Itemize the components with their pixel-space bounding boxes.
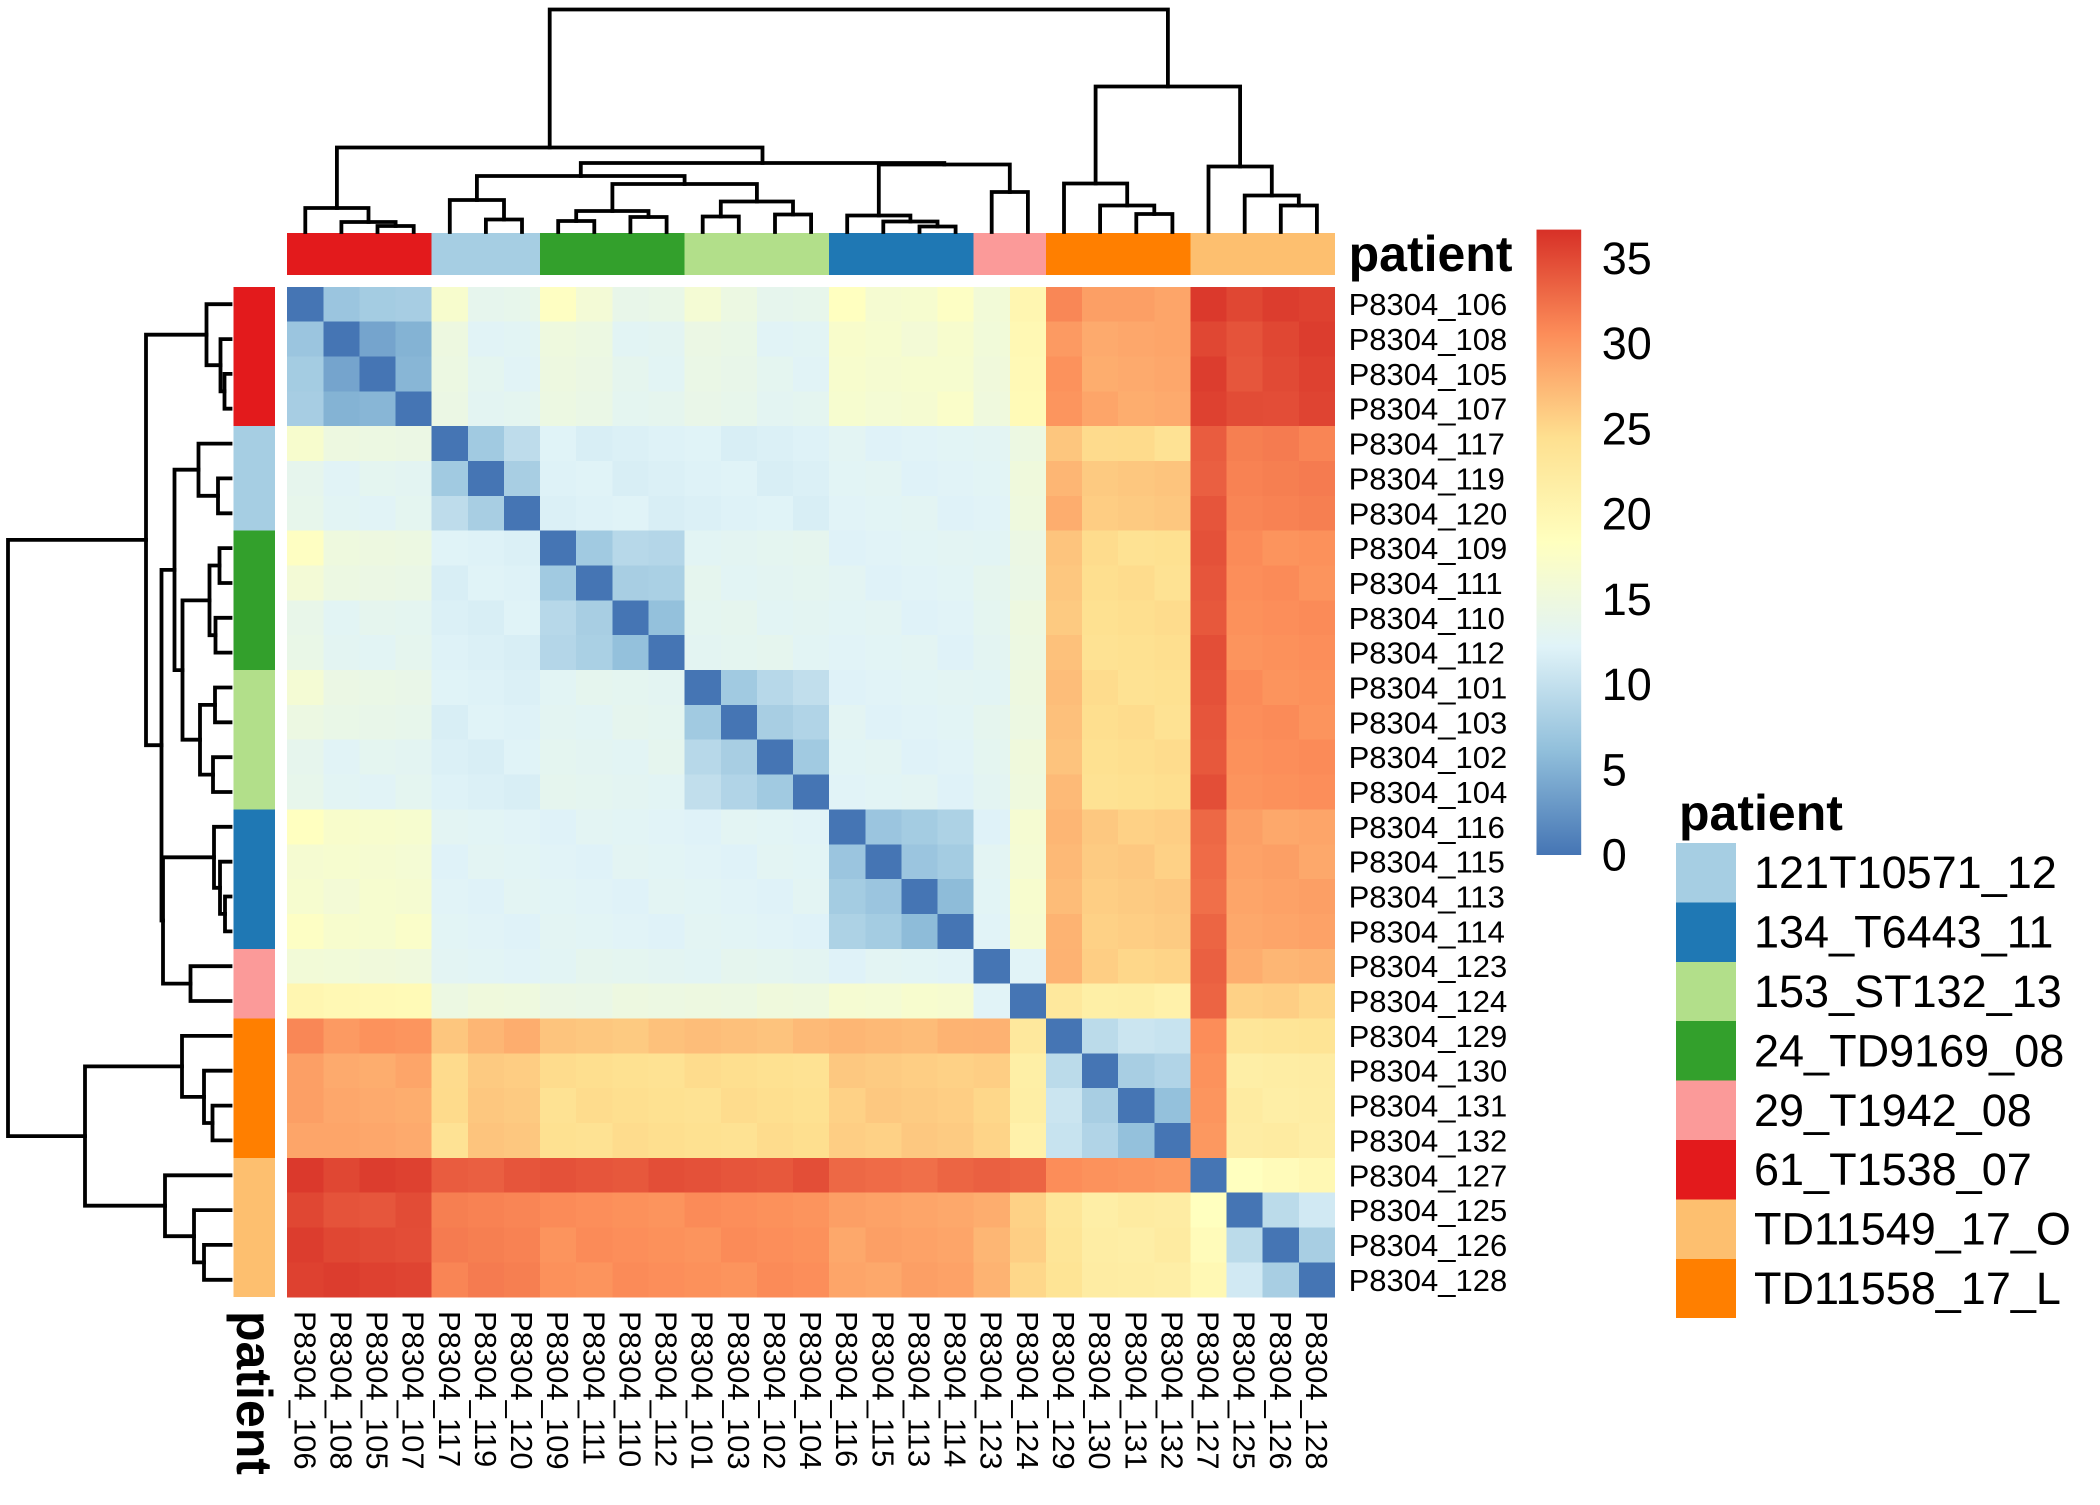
svg-text:P8304_130: P8304_130 (1349, 1054, 1508, 1089)
svg-text:P8304_109: P8304_109 (1349, 531, 1508, 566)
svg-text:patient: patient (226, 1311, 282, 1475)
svg-text:P8304_125: P8304_125 (1349, 1193, 1508, 1228)
svg-text:P8304_132: P8304_132 (1349, 1123, 1508, 1158)
svg-text:P8304_113: P8304_113 (1349, 880, 1505, 915)
svg-text:P8304_106: P8304_106 (287, 1311, 322, 1470)
svg-text:P8304_101: P8304_101 (685, 1311, 720, 1470)
svg-text:P8304_115: P8304_115 (865, 1311, 900, 1467)
svg-text:P8304_126: P8304_126 (1349, 1228, 1508, 1263)
svg-text:P8304_101: P8304_101 (1349, 671, 1508, 706)
svg-text:P8304_102: P8304_102 (1349, 740, 1508, 775)
svg-text:P8304_124: P8304_124 (1349, 984, 1508, 1019)
svg-text:P8304_107: P8304_107 (396, 1311, 431, 1470)
svg-text:P8304_123: P8304_123 (1349, 949, 1508, 984)
svg-text:P8304_102: P8304_102 (757, 1311, 792, 1470)
svg-text:P8304_111: P8304_111 (1349, 566, 1503, 601)
svg-text:P8304_112: P8304_112 (649, 1311, 684, 1467)
svg-text:134_T6443_11: 134_T6443_11 (1754, 907, 2053, 958)
svg-text:P8304_110: P8304_110 (612, 1311, 647, 1467)
svg-text:15: 15 (1602, 574, 1652, 625)
svg-text:P8304_128: P8304_128 (1299, 1311, 1334, 1470)
svg-text:25: 25 (1602, 403, 1652, 454)
svg-text:P8304_127: P8304_127 (1349, 1158, 1508, 1193)
svg-text:P8304_113: P8304_113 (902, 1311, 937, 1467)
svg-text:10: 10 (1602, 659, 1652, 710)
svg-text:TD11549_17_O: TD11549_17_O (1754, 1204, 2071, 1255)
svg-text:patient: patient (1349, 226, 1513, 282)
svg-text:P8304_116: P8304_116 (829, 1311, 864, 1467)
svg-text:30: 30 (1602, 318, 1652, 369)
svg-text:P8304_125: P8304_125 (1227, 1311, 1262, 1470)
svg-text:P8304_120: P8304_120 (1349, 496, 1508, 531)
svg-text:35: 35 (1602, 233, 1652, 284)
svg-text:TD11558_17_L: TD11558_17_L (1754, 1263, 2061, 1314)
svg-text:P8304_103: P8304_103 (721, 1311, 756, 1470)
svg-text:5: 5 (1602, 744, 1627, 795)
svg-text:P8304_123: P8304_123 (974, 1311, 1009, 1470)
svg-text:P8304_129: P8304_129 (1349, 1019, 1508, 1054)
svg-text:P8304_114: P8304_114 (1349, 914, 1505, 949)
svg-text:P8304_105: P8304_105 (360, 1311, 395, 1470)
svg-text:P8304_119: P8304_119 (1349, 461, 1505, 496)
svg-text:P8304_106: P8304_106 (1349, 287, 1508, 322)
svg-text:P8304_115: P8304_115 (1349, 845, 1505, 880)
svg-text:P8304_131: P8304_131 (1349, 1089, 1508, 1124)
svg-text:24_TD9169_08: 24_TD9169_08 (1754, 1025, 2064, 1076)
svg-text:P8304_109: P8304_109 (540, 1311, 575, 1470)
svg-text:121T10571_12: 121T10571_12 (1754, 847, 2057, 898)
svg-text:0: 0 (1602, 830, 1627, 881)
svg-text:P8304_128: P8304_128 (1349, 1263, 1508, 1298)
svg-text:P8304_120: P8304_120 (504, 1311, 539, 1470)
svg-text:P8304_131: P8304_131 (1118, 1311, 1153, 1470)
svg-text:29_T1942_08: 29_T1942_08 (1754, 1085, 2032, 1136)
svg-text:P8304_126: P8304_126 (1263, 1311, 1298, 1470)
svg-text:P8304_104: P8304_104 (1349, 775, 1508, 810)
svg-text:20: 20 (1602, 489, 1652, 540)
svg-text:153_ST132_13: 153_ST132_13 (1754, 966, 2062, 1017)
svg-text:P8304_107: P8304_107 (1349, 392, 1508, 427)
svg-text:P8304_105: P8304_105 (1349, 357, 1508, 392)
svg-text:61_T1538_07: 61_T1538_07 (1754, 1144, 2032, 1195)
svg-text:P8304_108: P8304_108 (323, 1311, 358, 1470)
svg-text:P8304_119: P8304_119 (468, 1311, 503, 1467)
svg-text:P8304_103: P8304_103 (1349, 705, 1508, 740)
svg-text:P8304_104: P8304_104 (793, 1311, 828, 1470)
svg-text:P8304_127: P8304_127 (1191, 1311, 1226, 1470)
svg-text:patient: patient (1679, 785, 1843, 841)
svg-text:P8304_130: P8304_130 (1082, 1311, 1117, 1470)
svg-text:P8304_129: P8304_129 (1046, 1311, 1081, 1470)
svg-text:P8304_108: P8304_108 (1349, 322, 1508, 357)
svg-text:P8304_117: P8304_117 (1349, 427, 1505, 462)
svg-text:P8304_116: P8304_116 (1349, 810, 1505, 845)
svg-text:P8304_112: P8304_112 (1349, 636, 1505, 671)
svg-text:P8304_117: P8304_117 (432, 1311, 467, 1467)
svg-text:P8304_124: P8304_124 (1010, 1311, 1045, 1470)
svg-text:P8304_111: P8304_111 (576, 1311, 611, 1465)
svg-text:P8304_110: P8304_110 (1349, 601, 1505, 636)
svg-text:P8304_132: P8304_132 (1154, 1311, 1189, 1470)
svg-text:P8304_114: P8304_114 (938, 1311, 973, 1467)
